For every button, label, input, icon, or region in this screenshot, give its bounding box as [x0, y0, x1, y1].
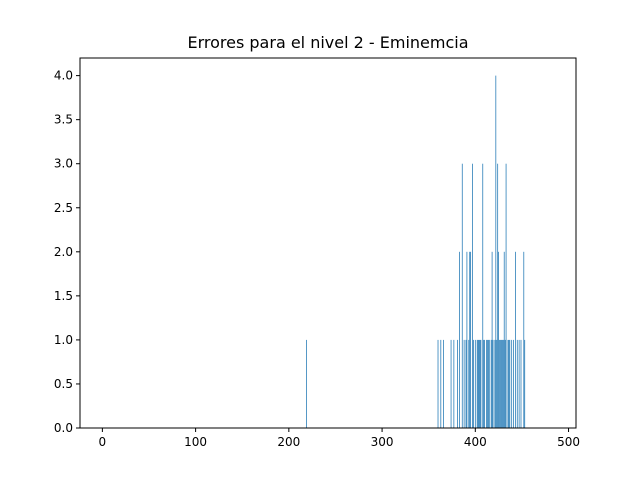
bar: [487, 340, 488, 428]
y-tick-label: 1.5: [54, 289, 73, 303]
bar: [457, 340, 458, 428]
x-tick-label: 100: [184, 435, 207, 449]
x-tick-label: 200: [277, 435, 300, 449]
y-tick-label: 3.0: [54, 157, 73, 171]
bar: [477, 340, 478, 428]
bar: [513, 340, 514, 428]
bar: [306, 340, 307, 428]
bar: [470, 252, 471, 428]
bar: [438, 340, 439, 428]
bar: [501, 340, 502, 428]
x-tick-label: 300: [371, 435, 394, 449]
bar: [523, 252, 524, 428]
y-tick-label: 2.5: [54, 201, 73, 215]
y-tick-label: 1.0: [54, 333, 73, 347]
bar: [509, 340, 510, 428]
bar: [440, 340, 441, 428]
bar: [479, 340, 480, 428]
bar: [443, 340, 444, 428]
bar: [495, 340, 496, 428]
bar: [475, 340, 476, 428]
bar: [468, 340, 469, 428]
bar: [462, 164, 463, 428]
bar: [482, 164, 483, 428]
bar: [467, 252, 468, 428]
bar: [492, 252, 493, 428]
x-tick-label: 500: [557, 435, 580, 449]
bar: [480, 340, 481, 428]
bar: [511, 340, 512, 428]
y-tick-label: 4.0: [54, 69, 73, 83]
bar: [517, 340, 518, 428]
bar: [524, 340, 525, 428]
y-tick-label: 3.5: [54, 113, 73, 127]
bar: [473, 340, 474, 428]
bar: [483, 340, 484, 428]
bar: [459, 252, 460, 428]
bar: [478, 340, 479, 428]
bar: [472, 164, 473, 428]
y-tick-label: 0.0: [54, 421, 73, 435]
bar: [495, 76, 496, 428]
bar: [486, 340, 487, 428]
bar: [519, 340, 520, 428]
bar: [451, 340, 452, 428]
bar: [453, 340, 454, 428]
bar: [502, 340, 503, 428]
bar: [499, 340, 500, 428]
bar: [503, 340, 504, 428]
x-tick-label: 0: [99, 435, 107, 449]
bar: [491, 340, 492, 428]
bar: [493, 340, 494, 428]
bar: [484, 340, 485, 428]
bar: [500, 340, 501, 428]
y-tick-label: 2.0: [54, 245, 73, 259]
bar: [464, 340, 465, 428]
bar: [506, 164, 507, 428]
bar: [504, 252, 505, 428]
bar: [515, 252, 516, 428]
bar: [505, 340, 506, 428]
bar: [496, 340, 497, 428]
bar: [481, 340, 482, 428]
bar: [498, 252, 499, 428]
x-tick-label: 400: [464, 435, 487, 449]
bar: [508, 340, 509, 428]
bar: [521, 340, 522, 428]
chart-title: Errores para el nivel 2 - Eminemcia: [187, 33, 468, 52]
bar: [509, 340, 510, 428]
bar: [497, 164, 498, 428]
bar: [466, 340, 467, 428]
bar: [489, 340, 490, 428]
y-tick-label: 0.5: [54, 377, 73, 391]
bar: [469, 252, 470, 428]
bar: [488, 340, 489, 428]
